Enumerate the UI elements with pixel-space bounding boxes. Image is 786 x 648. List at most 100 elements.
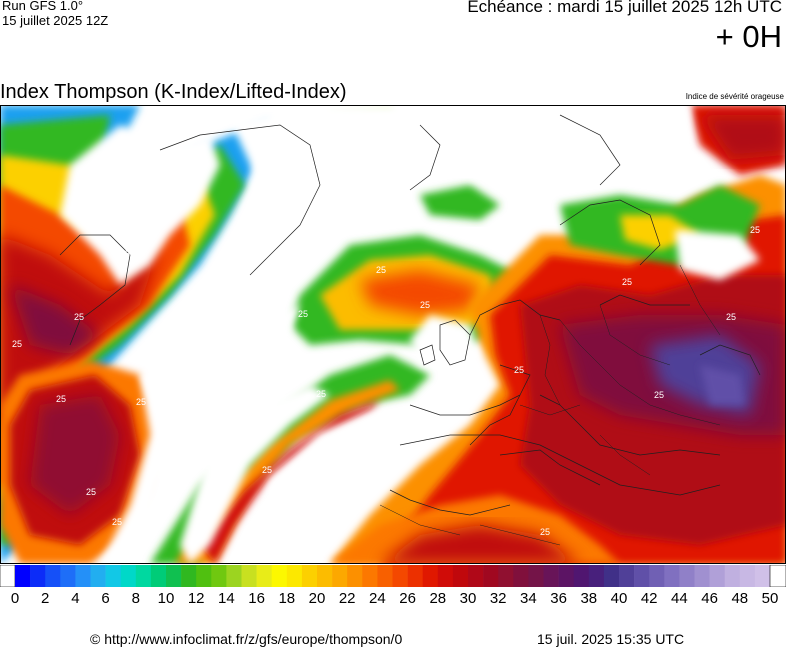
colorbar-tick-label: 14 <box>218 590 235 607</box>
colorbar-swatch <box>694 565 710 587</box>
colorbar-swatch <box>241 565 257 587</box>
contour-label: 25 <box>540 527 550 537</box>
colorbar-swatch <box>135 565 152 587</box>
colorbar-tick-label: 42 <box>640 590 658 607</box>
colorbar-swatch <box>347 565 363 587</box>
colorbar-swatch <box>226 565 242 587</box>
contour-label: 25 <box>654 390 664 400</box>
colorbar-swatch <box>619 565 635 587</box>
colorbar-swatch <box>105 565 121 587</box>
colorbar-swatch <box>392 565 408 587</box>
colorbar-swatch <box>528 565 544 587</box>
colorbar-swatch <box>15 565 31 587</box>
contour-label: 25 <box>262 465 272 475</box>
colorbar-tick-label: 6 <box>101 590 110 607</box>
colorbar-tick-label: 30 <box>459 590 477 607</box>
contour-label: 25 <box>376 265 386 275</box>
colorbar-swatch <box>649 565 665 587</box>
colorbar-swatch <box>196 565 212 587</box>
colorbar-swatch <box>362 565 378 587</box>
thompson-index-map[interactable]: 25 25 25 25 25 25 25 25 25 25 25 25 25 2… <box>0 105 786 564</box>
colorbar-tick-label: 20 <box>308 590 326 607</box>
colorbar-tick-label: 16 <box>248 590 265 607</box>
contour-label: 25 <box>136 397 146 407</box>
contour-label: 25 <box>622 277 632 287</box>
colorbar-ticks: 0 2 4 6 8 10 12 14 16 18 20 22 24 26 28 30 32 34 36 38 40 42 4… <box>0 590 786 610</box>
colorbar-swatch <box>90 565 106 587</box>
colorbar-tick-label: 18 <box>278 590 296 607</box>
colorbar-swatch <box>498 565 514 587</box>
run-date: 15 juillet 2025 12Z <box>2 13 109 28</box>
contour-label: 25 <box>56 394 66 404</box>
contour-label: 25 <box>750 225 760 235</box>
colorbar-tick-label: 38 <box>580 590 598 607</box>
contour-label: 25 <box>420 300 430 310</box>
contour-label: 25 <box>298 309 308 319</box>
colorbar-swatch <box>664 565 680 587</box>
colorbar-tick-label: 2 <box>41 590 50 607</box>
map-title: Index Thompson (K-Index/Lifted-Index) <box>0 81 347 103</box>
colorbar-swatch <box>317 565 333 587</box>
colorbar-swatch <box>422 565 439 587</box>
contour-label: 25 <box>212 302 222 312</box>
colorbar-swatch <box>271 565 288 587</box>
contour-label: 25 <box>312 359 322 369</box>
colorbar-swatch <box>709 565 725 587</box>
colorbar-swatch <box>150 565 167 587</box>
colorbar-tick-label: 4 <box>71 590 80 607</box>
colorbar-swatch <box>739 565 756 587</box>
colorbar-swatch <box>211 565 227 587</box>
borders <box>379 264 721 546</box>
colorbar-tick-label: 0 <box>10 590 20 607</box>
colorbar-swatch <box>679 565 695 587</box>
colorbar-swatch <box>301 565 318 587</box>
contour-label: 25 <box>514 365 524 375</box>
contour-label: 25 <box>112 517 122 527</box>
colorbar-swatch <box>166 565 182 587</box>
forecast-offset: + 0H <box>715 19 782 54</box>
colorbar-swatch <box>45 565 61 587</box>
colorbar-swatch <box>120 565 137 587</box>
colorbar-swatch <box>256 565 272 587</box>
colorbar-swatch <box>483 565 499 587</box>
colorbar-tick-label: 44 <box>671 590 688 607</box>
colorbar <box>0 565 786 587</box>
colorbar-tick-label: 22 <box>338 590 356 607</box>
colorbar-swatch <box>468 565 484 587</box>
colorbar-swatch <box>588 565 605 587</box>
colorbar-swatch <box>634 565 650 587</box>
colorbar-swatch <box>181 565 197 587</box>
colorbar-tick-label: 50 <box>761 590 779 607</box>
colorbar-swatch <box>332 565 348 587</box>
colorbar-swatch <box>75 565 91 587</box>
colorbar-swatch <box>513 565 529 587</box>
colorbar-swatch <box>407 565 423 587</box>
colorbar-tick-label: 8 <box>131 590 140 607</box>
colorbar-tick-label: 40 <box>610 590 628 607</box>
colorbar-over-swatch <box>769 565 786 587</box>
contour-label: 25 <box>74 312 84 322</box>
colorbar-tick-label: 24 <box>369 590 386 607</box>
copyright-url[interactable]: © http://www.infoclimat.fr/z/gfs/europe/… <box>90 631 403 647</box>
colorbar-swatch <box>558 565 574 587</box>
colorbar-swatch <box>754 565 771 587</box>
contour-labels: 25 25 25 25 25 25 25 25 25 25 25 25 25 2… <box>12 225 760 537</box>
colorbar-swatch <box>573 565 590 587</box>
colorbar-tick-label: 46 <box>701 590 718 607</box>
colorbar-tick-label: 34 <box>520 590 537 607</box>
map-subtitle: Indice de sévérité orageuse <box>685 92 784 101</box>
contour-label: 25 <box>12 339 22 349</box>
colorbar-swatch <box>286 565 303 587</box>
colorbar-tick-label: 32 <box>489 590 507 607</box>
colorbar-tick-label: 10 <box>157 590 175 607</box>
colorbar-swatch <box>437 565 454 587</box>
run-label: Run GFS 1.0° <box>2 0 84 13</box>
colorbar-swatch <box>603 565 620 587</box>
contour-label: 25 <box>316 389 326 399</box>
colorbar-swatch <box>452 565 469 587</box>
contour-label: 25 <box>86 487 96 497</box>
colorbar-tick-label: 48 <box>731 590 749 607</box>
contour-label: 25 <box>726 312 736 322</box>
colorbar-swatch <box>543 565 559 587</box>
colorbar-under-swatch <box>0 565 16 587</box>
